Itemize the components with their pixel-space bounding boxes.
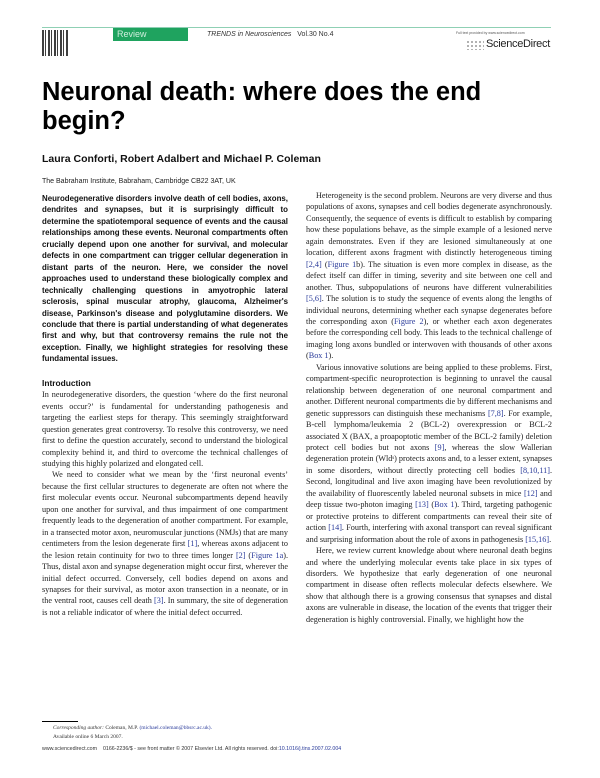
- available-online: Available online 6 March 2007.: [53, 734, 123, 740]
- right-column: Heterogeneity is the second problem. Neu…: [306, 190, 552, 625]
- publisher-logo: ScienceDirect: [486, 38, 550, 50]
- citation-link[interactable]: [2]: [235, 550, 246, 560]
- text-run: We need to consider what we mean by the …: [42, 470, 288, 549]
- text-run: In neurodegenerative disorders, the ques…: [42, 390, 288, 468]
- text-run: ). Third, targeting pathogenic or protec…: [306, 500, 552, 533]
- abstract: Neurodegenerative disorders involve deat…: [42, 194, 288, 364]
- citation-link[interactable]: Figure 1: [327, 259, 357, 269]
- doi-label: doi:: [270, 746, 279, 752]
- paragraph: Here, we review current knowledge about …: [306, 545, 552, 625]
- text-run: (: [428, 500, 435, 510]
- citation-link[interactable]: Box 1: [434, 500, 455, 510]
- paragraph: We need to consider what we mean by the …: [42, 469, 288, 618]
- citation-link[interactable]: [7,8]: [487, 408, 504, 418]
- citation-link[interactable]: [14]: [328, 523, 342, 533]
- text-run: Here, we review current knowledge about …: [306, 546, 552, 624]
- text-run: Heterogeneity is the second problem. Neu…: [306, 191, 552, 258]
- text-run: ), or whether each axon degenerates befo…: [306, 316, 552, 361]
- text-run: (: [321, 259, 328, 269]
- citation-link[interactable]: Box 1: [308, 351, 329, 361]
- section-label: Review: [113, 28, 188, 41]
- article-title: Neuronal death: where does the end begin…: [42, 78, 482, 135]
- text-run: (: [245, 550, 252, 560]
- text-run: , whereas axons adjacent to the lesion r…: [42, 539, 288, 560]
- email-link[interactable]: (michael.coleman@bbsrc.ac.uk).: [139, 725, 212, 731]
- citation-link[interactable]: [1]: [187, 539, 198, 549]
- citation-link[interactable]: [13]: [415, 500, 429, 510]
- text-run: .: [549, 534, 552, 544]
- text-run: and deep tissue two-photon imaging: [306, 488, 552, 510]
- affiliation: The Babraham Institute, Babraham, Cambri…: [42, 178, 236, 185]
- website[interactable]: www.sciencedirect.com: [42, 746, 98, 752]
- text-run: . Fourth, interfering with axonal transp…: [306, 523, 552, 544]
- text-run: b). The situation is even more complex i…: [306, 259, 552, 292]
- text-run: , whereas the slow Wallerian degeneratio…: [306, 442, 552, 475]
- journal-issue: Vol.30 No.4: [297, 31, 334, 38]
- section-heading-introduction: Introduction: [42, 377, 91, 388]
- left-body: In neurodegenerative disorders, the ques…: [42, 389, 288, 618]
- citation-link[interactable]: [8,10,11]: [520, 465, 550, 475]
- paragraph: Various innovative solutions are being a…: [306, 362, 552, 545]
- doi-link[interactable]: 10.1016/j.tins.2007.02.004: [278, 746, 342, 752]
- header-rule: [42, 27, 551, 28]
- journal-name: TRENDS in Neurosciences: [207, 31, 292, 38]
- text-run: . For example, B-cell lymphoma/leukemia …: [306, 408, 552, 452]
- left-column: Neurodegenerative disorders involve deat…: [42, 193, 288, 618]
- paragraph: In neurodegenerative disorders, the ques…: [42, 389, 288, 469]
- text-run: . The solution is to study the sequence …: [306, 294, 552, 326]
- citation-link[interactable]: Figure 2: [394, 316, 424, 326]
- paragraph: Heterogeneity is the second problem. Neu…: [306, 190, 552, 362]
- footnote: Corresponding author: Coleman, M.P. (mic…: [53, 724, 212, 742]
- text-run: ). Thus, distal axon and synapse degener…: [42, 550, 288, 606]
- citation-link[interactable]: [2,4]: [306, 259, 322, 269]
- corresponding-name: Coleman, M.P.: [105, 725, 139, 731]
- corresponding-label: Corresponding author:: [53, 725, 104, 731]
- copyright: 0166-2236/$ - see front matter © 2007 El…: [102, 746, 269, 752]
- publisher-small-text: Full text provided by www.sciencedirect.…: [456, 31, 525, 35]
- citation-link[interactable]: [3]: [154, 596, 164, 606]
- text-run: . In summary, the site of degeneration i…: [42, 596, 289, 617]
- citation-link[interactable]: [9]: [434, 442, 445, 452]
- footnote-rule: [42, 721, 78, 722]
- text-run: Various innovative solutions are being a…: [306, 362, 552, 418]
- citation-link[interactable]: [12]: [523, 488, 538, 498]
- right-body: Heterogeneity is the second problem. Neu…: [306, 190, 552, 625]
- citation-link[interactable]: Figure 1a: [251, 550, 284, 560]
- text-run: . Second, longitudinal and live axon ima…: [306, 465, 552, 498]
- citation-link[interactable]: [15,16]: [525, 534, 550, 544]
- journal-info: TRENDS in Neurosciences Vol.30 No.4: [207, 31, 333, 38]
- citation-link[interactable]: [5,6]: [306, 294, 322, 304]
- authors: Laura Conforti, Robert Adalbert and Mich…: [42, 153, 321, 165]
- text-run: ).: [328, 351, 334, 361]
- page-footer: www.sciencedirect.com 0166-2236/$ - see …: [42, 746, 341, 752]
- sciencedirect-dots-icon: [466, 40, 484, 50]
- qr-code-icon: [42, 30, 68, 56]
